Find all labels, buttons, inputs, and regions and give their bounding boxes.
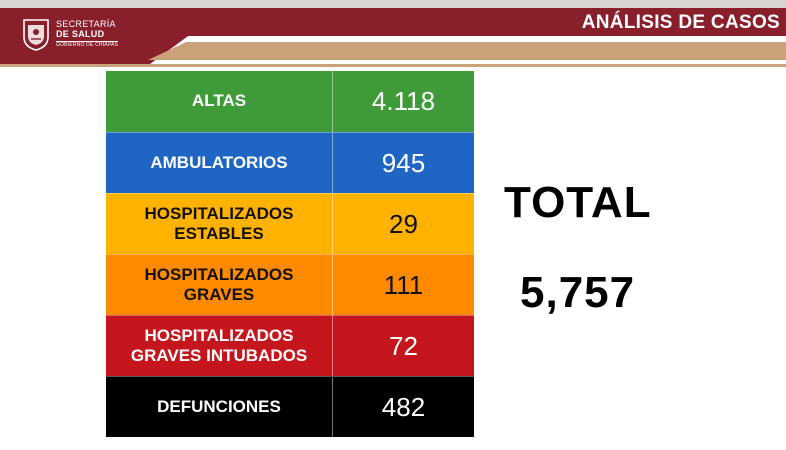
logo-line-3: GOBIERNO DE CHIAPAS <box>56 41 119 48</box>
table-row: HOSPITALIZADOS GRAVES INTUBADOS 72 <box>106 315 474 376</box>
row-label: HOSPITALIZADOS ESTABLES <box>106 194 333 254</box>
row-value: 482 <box>381 391 426 422</box>
chiapas-seal-icon <box>23 19 49 51</box>
total-value: 5,757 <box>520 268 636 317</box>
table-row: AMBULATORIOS 945 <box>106 132 474 193</box>
cases-table: ALTAS 4.118 AMBULATORIOS 945 HOSPITALIZA… <box>106 71 474 437</box>
header-divider <box>0 64 786 67</box>
row-label: AMBULATORIOS <box>106 133 333 193</box>
row-label: DEFUNCIONES <box>106 377 333 437</box>
top-strip <box>0 0 786 8</box>
row-value: 111 <box>383 269 424 300</box>
row-value: 4.118 <box>371 86 436 116</box>
page-title: ANÁLISIS DE CASOS <box>581 12 780 33</box>
table-row: DEFUNCIONES 482 <box>106 376 474 437</box>
row-value: 72 <box>389 330 418 361</box>
row-label: HOSPITALIZADOS GRAVES <box>106 255 333 315</box>
logo-line-1: SECRETARÍA <box>56 18 116 29</box>
table-row: ALTAS 4.118 <box>106 71 474 132</box>
logo-line-2: DE SALUD <box>56 29 119 42</box>
header-tan-band <box>148 42 786 60</box>
logo-text: SECRETARÍA DE SALUD GOBIERNO DE CHIAPAS <box>56 18 119 48</box>
table-row: HOSPITALIZADOS GRAVES 111 <box>106 254 474 315</box>
row-value: 945 <box>381 147 426 178</box>
row-label: HOSPITALIZADOS GRAVES INTUBADOS <box>106 316 333 376</box>
row-label: ALTAS <box>106 71 333 132</box>
row-value: 29 <box>389 208 418 239</box>
secretaria-logo: SECRETARÍA DE SALUD GOBIERNO DE CHIAPAS <box>22 17 119 51</box>
table-row: HOSPITALIZADOS ESTABLES 29 <box>106 193 474 254</box>
total-label: TOTAL <box>504 178 652 227</box>
